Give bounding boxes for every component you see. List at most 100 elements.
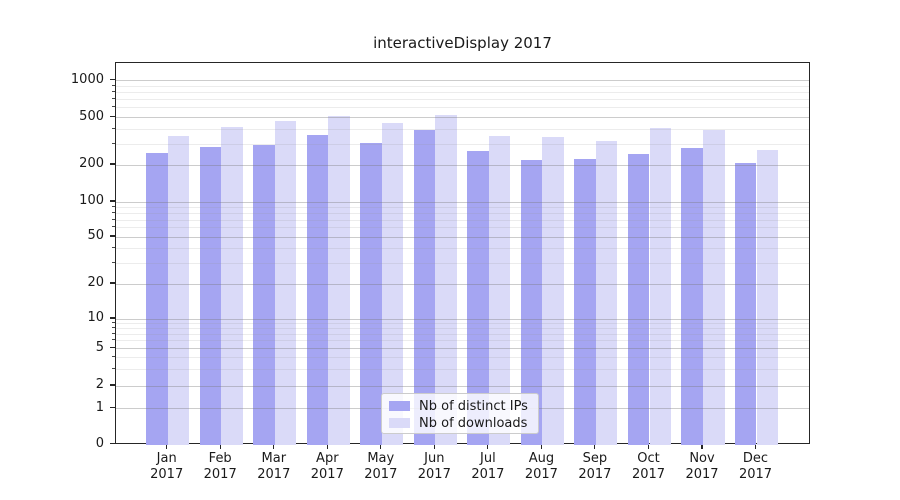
y-tick-label: 200 — [79, 156, 104, 171]
y-minor-tick-mark — [112, 98, 115, 99]
minor-gridline — [116, 328, 809, 329]
minor-gridline — [116, 333, 809, 335]
minor-gridline — [116, 107, 809, 109]
legend-item-downloads: Nb of downloads — [389, 415, 538, 431]
y-minor-tick-mark — [112, 322, 115, 323]
y-minor-tick-mark — [112, 106, 115, 108]
y-tick-mark — [110, 163, 115, 165]
legend-swatch-downloads — [389, 418, 410, 428]
minor-gridline — [116, 219, 809, 221]
x-tick-mark — [594, 444, 596, 449]
y-tick-mark — [110, 346, 115, 349]
x-tick-label: Jul 2017 — [471, 451, 505, 482]
legend-item-distinct-ips: Nb of distinct IPs — [389, 398, 538, 414]
bar-ips-apr — [306, 135, 329, 445]
x-tick-label: Feb 2017 — [203, 451, 237, 482]
minor-gridline — [116, 357, 809, 359]
bar-downloads-aug — [542, 136, 564, 445]
minor-gridline — [116, 212, 809, 214]
minor-gridline — [116, 323, 809, 324]
major-gridline — [116, 236, 809, 238]
x-tick-label: Oct 2017 — [631, 451, 666, 482]
y-tick-label: 0 — [95, 435, 104, 451]
y-tick-label: 50 — [87, 228, 104, 243]
y-minor-tick-mark — [112, 218, 115, 220]
y-minor-tick-mark — [112, 211, 115, 213]
bar-ips-aug — [520, 160, 543, 445]
x-tick-mark — [701, 444, 703, 449]
legend-label-downloads: Nb of downloads — [419, 415, 528, 431]
bar-ips-nov — [681, 148, 703, 445]
y-tick-label: 100 — [79, 193, 104, 208]
y-minor-tick-mark — [112, 327, 115, 328]
bar-downloads-mar — [274, 121, 297, 445]
x-tick-label: Aug 2017 — [524, 451, 558, 482]
y-minor-tick-mark — [112, 205, 115, 207]
bar-ips-oct — [627, 154, 650, 445]
chart-title: interactiveDisplay 2017 — [373, 34, 552, 52]
bar-ips-jan — [146, 153, 168, 445]
minor-gridline — [116, 85, 809, 87]
y-tick-mark — [110, 235, 115, 237]
y-minor-tick-mark — [112, 84, 115, 86]
x-tick-label: Sep 2017 — [578, 451, 612, 482]
minor-gridline — [116, 128, 809, 130]
y-minor-tick-mark — [112, 127, 115, 129]
y-minor-tick-mark — [112, 91, 115, 92]
major-gridline — [116, 348, 809, 349]
y-minor-tick-mark — [112, 247, 115, 248]
major-gridline — [116, 385, 809, 387]
major-gridline — [116, 283, 809, 285]
x-tick-mark — [166, 444, 168, 449]
plot-area — [115, 62, 810, 445]
y-tick-label: 5 — [95, 339, 104, 355]
y-minor-tick-mark — [112, 142, 115, 144]
y-minor-tick-mark — [112, 261, 115, 263]
y-tick-label: 20 — [87, 275, 104, 290]
bar-downloads-apr — [328, 116, 350, 445]
bar-ips-feb — [199, 147, 222, 445]
y-tick-label: 500 — [79, 108, 104, 124]
y-tick-mark — [110, 282, 115, 284]
minor-gridline — [116, 99, 809, 100]
y-minor-tick-mark — [112, 332, 115, 334]
bar-downloads-feb — [221, 127, 243, 445]
bar-downloads-nov — [703, 130, 725, 445]
bar-downloads-oct — [649, 128, 672, 445]
legend-swatch-distinct-ips — [389, 401, 410, 411]
bar-ips-dec — [734, 162, 757, 445]
x-tick-label: Jan 2017 — [150, 451, 184, 482]
x-tick-mark — [487, 444, 489, 449]
y-minor-tick-mark — [112, 339, 115, 341]
minor-gridline — [116, 206, 809, 208]
y-tick-label: 1 — [95, 399, 104, 415]
x-tick-mark — [754, 444, 757, 449]
x-tick-label: Apr 2017 — [310, 451, 344, 482]
minor-gridline — [116, 143, 809, 145]
y-tick-mark — [110, 384, 115, 386]
minor-gridline — [116, 368, 809, 370]
minor-gridline — [116, 262, 809, 264]
x-tick-mark — [380, 444, 382, 449]
y-tick-mark — [110, 115, 115, 118]
x-tick-label: Nov 2017 — [685, 451, 719, 482]
y-tick-label: 1000 — [70, 71, 104, 87]
major-gridline — [116, 164, 809, 166]
x-tick-mark — [647, 444, 650, 449]
x-tick-mark — [540, 444, 542, 449]
minor-gridline — [116, 340, 809, 342]
bar-downloads-sep — [595, 141, 618, 445]
y-tick-label: 2 — [95, 377, 104, 392]
bar-downloads-jan — [167, 136, 190, 445]
bar-downloads-may — [381, 122, 404, 445]
bar-ips-may — [360, 143, 382, 445]
bar-ips-jun — [413, 130, 436, 445]
y-tick-mark — [110, 442, 115, 445]
y-tick-mark — [110, 200, 115, 202]
major-gridline — [116, 318, 809, 320]
legend-label-distinct-ips: Nb of distinct IPs — [419, 398, 528, 414]
bar-downloads-dec — [756, 150, 779, 445]
y-tick-mark — [110, 78, 115, 81]
y-tick-label: 10 — [87, 310, 104, 325]
